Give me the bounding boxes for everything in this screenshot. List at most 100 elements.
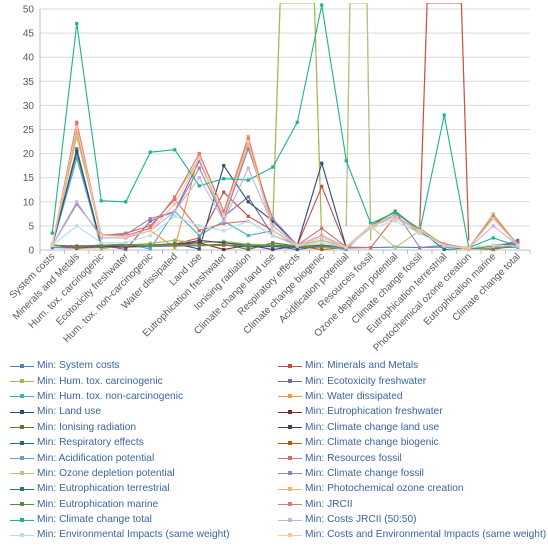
- series-line: [52, 210, 518, 251]
- legend-swatch-marker: [288, 471, 292, 476]
- off-chart-spike: [345, 3, 372, 241]
- data-point: [124, 241, 128, 245]
- series-line: [52, 210, 518, 251]
- data-point: [99, 233, 103, 238]
- data-point: [246, 247, 250, 252]
- data-point: [75, 149, 79, 153]
- data-point: [99, 236, 103, 240]
- legend-label: Min: Resources fossil: [305, 452, 402, 464]
- data-point: [295, 120, 299, 124]
- data-point: [516, 243, 520, 247]
- data-point: [491, 214, 495, 218]
- legend-label: Min: Eutrophication freshwater: [305, 406, 443, 418]
- legend-swatch-marker: [20, 486, 24, 491]
- data-point: [393, 214, 397, 218]
- data-point: [197, 229, 201, 233]
- data-point: [246, 233, 250, 238]
- data-point: [491, 212, 495, 216]
- legend-item: Min: System costs: [10, 358, 278, 373]
- legend-label: Min: Eutrophication marine: [37, 498, 159, 510]
- data-point: [124, 247, 128, 252]
- data-point: [197, 238, 201, 242]
- legend-swatch-marker: [288, 532, 292, 537]
- legend-item: Min: Climate change fossil: [278, 466, 540, 481]
- data-point: [197, 247, 201, 251]
- legend-swatch: [278, 531, 302, 539]
- data-point: [148, 219, 152, 223]
- legend-swatch-marker: [20, 456, 24, 461]
- legend-swatch-marker: [288, 425, 292, 430]
- legend-swatch: [10, 377, 34, 385]
- legend-label: Min: Land use: [37, 406, 101, 418]
- data-point: [148, 243, 152, 247]
- data-point: [320, 226, 324, 230]
- legend-swatch: [278, 485, 302, 493]
- off-chart-spike: [419, 3, 470, 241]
- legend-label: Min: Climate change total: [37, 514, 152, 526]
- data-point: [369, 224, 373, 228]
- legend-item: Min: Eutrophication terrestrial: [10, 481, 278, 496]
- gridlines: [40, 8, 530, 227]
- series-line: [51, 148, 518, 249]
- series-line: [52, 185, 518, 250]
- series-line: [52, 210, 518, 251]
- data-point: [369, 226, 373, 230]
- legend-swatch-marker: [20, 379, 24, 384]
- data-point: [246, 142, 250, 146]
- legend-swatch-marker: [288, 456, 292, 461]
- data-point: [75, 123, 79, 127]
- legend-swatch: [278, 423, 302, 431]
- data-point: [271, 241, 275, 245]
- legend-swatch-marker: [288, 502, 292, 507]
- data-point: [148, 226, 152, 230]
- axes: [39, 9, 531, 254]
- data-point: [75, 156, 79, 161]
- data-point: [148, 247, 152, 251]
- legend-item: Min: Respiratory effects: [10, 435, 278, 450]
- data-point: [246, 135, 250, 139]
- data-point: [197, 152, 201, 156]
- data-point: [491, 224, 495, 228]
- legend-label: Min: Respiratory effects: [37, 437, 144, 449]
- series-line: [51, 124, 519, 249]
- data-point: [197, 166, 201, 170]
- off-chart-spike: [272, 3, 323, 241]
- data-point: [320, 238, 324, 242]
- data-point: [222, 219, 226, 223]
- legend-swatch: [278, 408, 302, 416]
- legend-item: Min: Eutrophication marine: [10, 497, 278, 512]
- legend-item: Min: Photochemical ozone creation: [278, 481, 540, 496]
- y-tick-label: 30: [23, 101, 35, 112]
- data-point: [320, 241, 324, 245]
- legend-swatch: [10, 469, 34, 477]
- data-point: [197, 156, 201, 161]
- data-point: [148, 229, 152, 233]
- data-point: [246, 137, 250, 141]
- y-tick-label: 15: [23, 173, 35, 184]
- data-point: [491, 236, 495, 240]
- data-point: [271, 247, 275, 252]
- legend-swatch-marker: [20, 440, 24, 445]
- legend-swatch: [278, 392, 302, 400]
- legend-swatch-marker: [288, 486, 292, 491]
- data-point: [197, 241, 201, 245]
- data-point: [393, 210, 397, 215]
- legend-swatch: [10, 531, 34, 539]
- legend-label: Min: Hum. tox. non-carcinogenic: [37, 390, 184, 402]
- data-point: [246, 214, 250, 218]
- legend-item: Min: Climate change total: [10, 512, 278, 527]
- legend-swatch-marker: [20, 363, 24, 368]
- data-point: [320, 236, 324, 240]
- data-point: [246, 195, 250, 199]
- data-point: [222, 221, 226, 226]
- data-point: [246, 166, 250, 170]
- legend-swatch: [10, 423, 34, 431]
- legend-swatch: [10, 500, 34, 508]
- legend-label: Min: Water dissipated: [305, 390, 403, 402]
- data-point: [124, 200, 128, 204]
- data-point: [271, 233, 275, 238]
- legend-label: Min: Environmental Impacts (same weight): [37, 529, 230, 541]
- data-point: [222, 241, 226, 245]
- legend-swatch-marker: [288, 379, 292, 384]
- data-point: [173, 243, 177, 247]
